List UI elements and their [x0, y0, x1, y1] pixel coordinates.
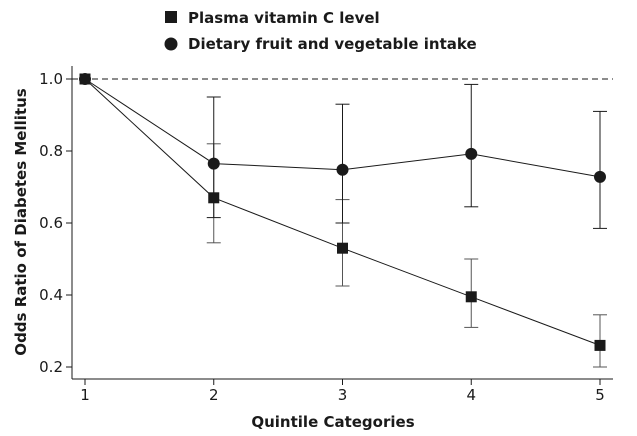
legend: Plasma vitamin C level Dietary fruit and…: [164, 9, 477, 53]
y-axis-ticks: 0.2 0.4 0.6 0.8 1.0: [39, 70, 72, 376]
data-point-circle: [594, 170, 606, 183]
x-axis-ticks: 1 2 3 4 5: [80, 379, 605, 404]
error-bar-fruit-vegetable: [335, 103, 350, 224]
data-point-square: [594, 339, 606, 351]
y-tick-label: 0.2: [39, 358, 63, 376]
error-bars: [206, 83, 607, 368]
data-point-circle: [207, 157, 220, 170]
x-tick-label: 3: [338, 386, 348, 404]
data-point-square: [465, 291, 477, 303]
y-tick-label: 1.0: [39, 70, 63, 88]
y-tick-label: 0.6: [39, 214, 63, 232]
x-tick-label: 2: [209, 386, 219, 404]
legend-marker-square: [165, 11, 177, 23]
y-tick-label: 0.4: [39, 286, 63, 304]
data-point-square: [337, 242, 348, 254]
data-point-circle: [465, 147, 478, 160]
legend-marker-circle: [164, 37, 178, 51]
x-tick-label: 5: [595, 386, 605, 404]
error-bar-fruit-vegetable: [464, 83, 479, 208]
data-point-circle: [336, 163, 349, 176]
x-tick-label: 4: [466, 386, 476, 404]
data-point-square: [208, 192, 220, 204]
data-point-circle: [79, 73, 91, 85]
data-markers: [79, 73, 606, 351]
y-tick-label: 0.8: [39, 142, 63, 160]
x-axis-title: Quintile Categories: [251, 413, 414, 431]
legend-label-fruit-vegetable: Dietary fruit and vegetable intake: [188, 35, 477, 53]
y-axis-title: Odds Ratio of Diabetes Mellitus: [12, 88, 30, 355]
legend-label-plasma-vitamin-c: Plasma vitamin C level: [188, 9, 380, 27]
x-tick-label: 1: [80, 386, 90, 404]
error-bar-fruit-vegetable: [593, 110, 607, 229]
